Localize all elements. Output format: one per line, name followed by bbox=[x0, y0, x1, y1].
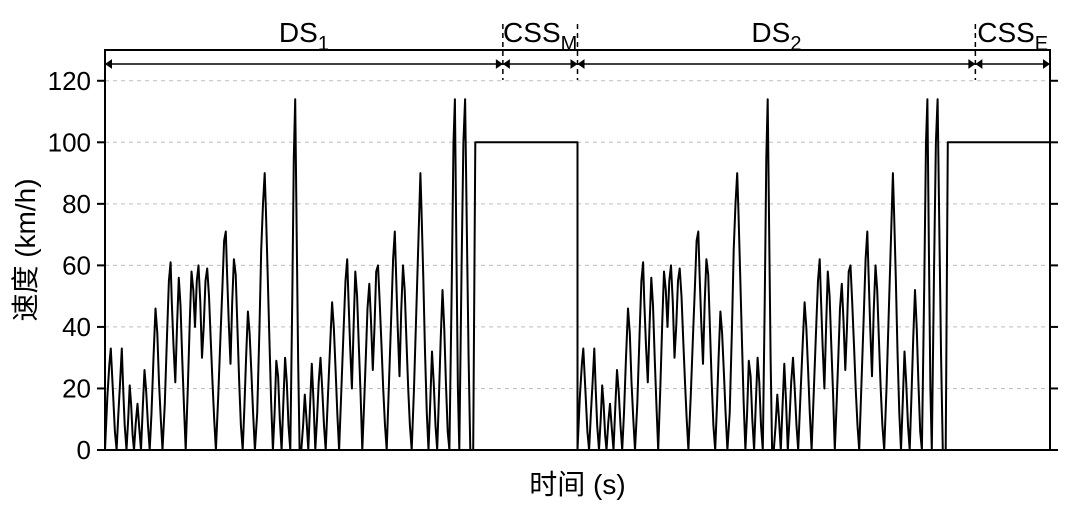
ytick-label: 100 bbox=[48, 127, 91, 157]
x-axis-label: 时间 (s) bbox=[529, 469, 625, 500]
ytick-label: 40 bbox=[62, 312, 91, 342]
ytick-label: 20 bbox=[62, 373, 91, 403]
ytick-label: 80 bbox=[62, 189, 91, 219]
ytick-label: 60 bbox=[62, 250, 91, 280]
ytick-label: 0 bbox=[77, 435, 91, 465]
ytick-label: 120 bbox=[48, 66, 91, 96]
speed-time-chart: 020406080100120速度 (km/h)时间 (s)DS1CSSMDS2… bbox=[0, 0, 1075, 526]
y-axis-label: 速度 (km/h) bbox=[10, 178, 41, 321]
